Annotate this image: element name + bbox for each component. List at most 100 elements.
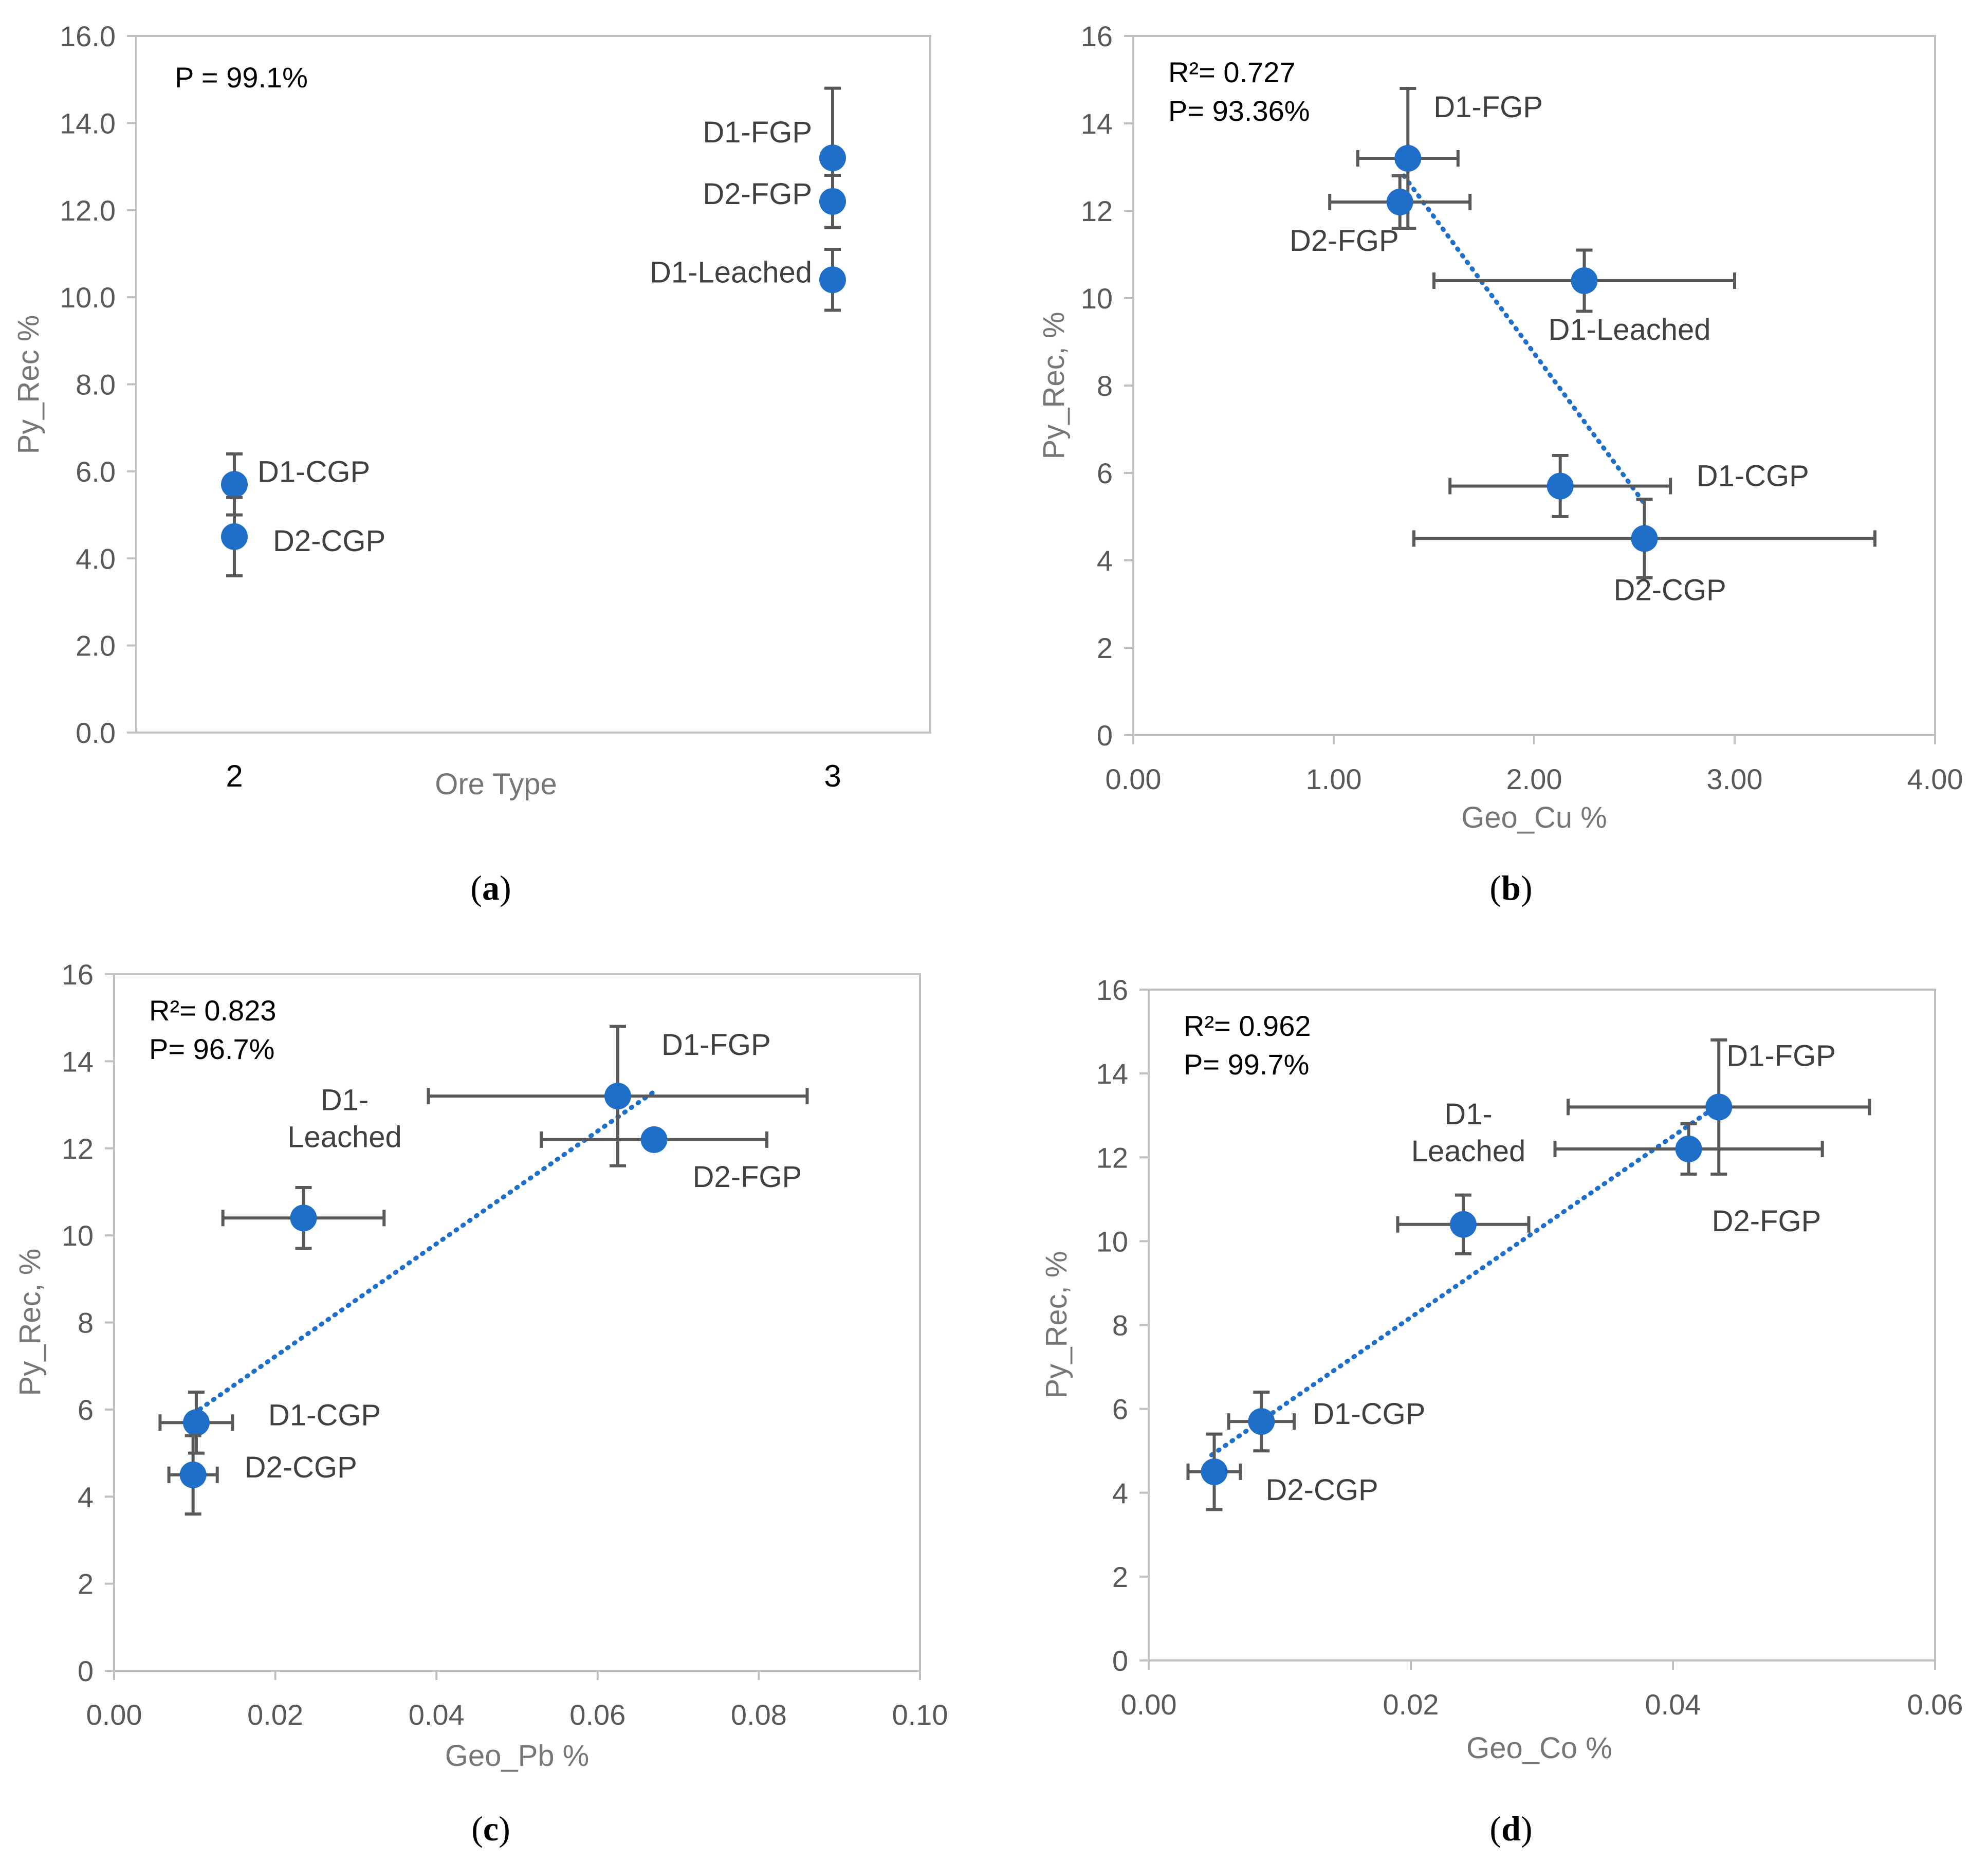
y-tick-label: 6.0: [76, 455, 116, 488]
point-label: D2-CGP: [245, 1451, 357, 1484]
data-point: [1547, 472, 1574, 500]
data-point: [640, 1126, 668, 1153]
data-point: [1450, 1211, 1477, 1238]
point-label: D2-FGP: [1290, 224, 1399, 258]
y-tick-label: 6: [1112, 1393, 1128, 1426]
stat-annotation: R²= 0.823: [149, 994, 277, 1027]
panel-caption-letter: d: [1501, 1809, 1521, 1848]
point-label: D1-CGP: [1313, 1397, 1425, 1431]
x-axis-title: Geo_Pb %: [445, 1739, 590, 1773]
data-point: [1248, 1408, 1275, 1435]
panel-caption: (c): [471, 1809, 510, 1848]
stat-annotation: P = 99.1%: [175, 61, 308, 94]
data-point: [182, 1409, 210, 1436]
stat-annotation: R²= 0.962: [1184, 1010, 1311, 1042]
point-label: D1-CGP: [1697, 460, 1809, 493]
panel-caption-letter: b: [1501, 868, 1521, 907]
y-tick-label: 4: [1097, 544, 1113, 577]
point-label: D2-FGP: [693, 1160, 802, 1194]
data-point: [221, 523, 248, 550]
y-tick-label: 16.0: [60, 20, 116, 52]
y-tick-label: 12: [1081, 195, 1113, 227]
x-tick-label: 4.00: [1907, 763, 1963, 795]
trendline: [191, 1089, 657, 1416]
data-point: [1571, 267, 1598, 294]
y-tick-label: 16: [62, 958, 94, 991]
y-tick-label: 8.0: [76, 369, 116, 401]
point-label: D1- Leached: [1411, 1098, 1526, 1168]
point-label: D1-FGP: [1726, 1039, 1836, 1072]
y-tick-label: 0: [78, 1655, 94, 1687]
panel-caption-letter: a: [482, 868, 500, 907]
panel-caption: (b): [1489, 868, 1532, 907]
data-point: [221, 471, 248, 498]
x-tick-label: 0.02: [1383, 1688, 1439, 1721]
y-tick-label: 12: [1096, 1141, 1128, 1174]
y-tick-label: 10: [1081, 282, 1113, 315]
x-tick-label: 0.10: [892, 1699, 948, 1731]
x-tick-label: 2.00: [1506, 763, 1562, 795]
x-tick-label: 0.08: [731, 1699, 787, 1731]
x-tick-label: 3.00: [1707, 763, 1763, 795]
y-tick-label: 8: [78, 1307, 94, 1339]
y-tick-label: 0: [1112, 1645, 1128, 1677]
panel-caption-letter: c: [483, 1809, 499, 1848]
point-label: D1-FGP: [703, 116, 812, 149]
y-tick-label: 6: [78, 1394, 94, 1426]
y-tick-label: 14.0: [60, 107, 116, 139]
chart-panel-c: 0 2 4 6 8 10 12 14 16 0.00 0.02 0.04 0.06 0.08 0.10 Geo…: [13, 958, 948, 1848]
y-tick-label: 0: [1097, 719, 1113, 752]
point-label: D2-FGP: [1712, 1204, 1821, 1238]
data-point: [1386, 189, 1413, 215]
stat-annotation: R²= 0.727: [1168, 56, 1296, 88]
point-label: D1-Leached: [650, 255, 812, 289]
x-tick-label: 0.00: [1121, 1688, 1177, 1721]
point-label-line: Leached: [1411, 1135, 1526, 1168]
y-tick-label: 8: [1097, 370, 1113, 402]
point-label-line: D1-: [321, 1083, 369, 1117]
x-axis-title: Geo_Co %: [1466, 1731, 1612, 1765]
x-tick-label: 1.00: [1306, 763, 1362, 795]
y-tick-label: 16: [1096, 974, 1128, 1006]
stat-annotation: P= 96.7%: [149, 1033, 274, 1065]
data-point: [1631, 525, 1658, 552]
y-tick-label: 2.0: [76, 630, 116, 662]
data-point: [1201, 1458, 1228, 1485]
x-tick-label: 0.00: [86, 1699, 142, 1731]
point-label: D2-CGP: [1614, 574, 1726, 607]
y-tick-label: 0.0: [76, 717, 116, 749]
data-point: [604, 1083, 631, 1110]
y-tick-label: 4.0: [76, 542, 116, 575]
x-tick-label: 0.00: [1106, 763, 1162, 795]
y-tick-label: 12: [62, 1133, 94, 1165]
y-tick-label: 10: [1096, 1225, 1128, 1257]
stat-annotation: P= 99.7%: [1184, 1048, 1309, 1081]
data-point: [819, 266, 846, 294]
x-category-label: 2: [226, 759, 243, 793]
y-tick-label: 10.0: [60, 281, 116, 314]
point-label: D2-CGP: [1266, 1473, 1378, 1507]
data-point: [179, 1461, 207, 1488]
point-label: D2-FGP: [703, 177, 812, 211]
x-tick-label: 0.04: [1645, 1688, 1701, 1721]
x-tick-label: 0.06: [1907, 1688, 1963, 1721]
chart-panel-d: 0 2 4 6 8 10 12 14 16 0.00 0.02 0.04 0.06 Geo_Co % Py_…: [1040, 974, 1963, 1848]
point-label-line: D1-: [1444, 1098, 1492, 1131]
y-tick-label: 14: [1096, 1057, 1128, 1090]
stat-annotation: P= 93.36%: [1168, 95, 1310, 127]
data-point: [1705, 1093, 1733, 1121]
y-tick-label: 4: [78, 1481, 94, 1513]
y-tick-label: 2: [1097, 632, 1113, 664]
data-point: [1394, 145, 1422, 172]
point-label: D1-Leached: [287, 1083, 402, 1154]
data-point: [819, 144, 846, 172]
x-axis-title: Geo_Cu %: [1461, 801, 1607, 834]
chart-panel-b: 0 2 4 6 8 10 12 14 16 0.00 1.00 2.00 3.00 4.00 Geo_Cu …: [1037, 20, 1963, 907]
point-label: D1-CGP: [257, 455, 370, 488]
y-tick-label: 16: [1081, 20, 1113, 52]
point-label: D2-CGP: [273, 524, 385, 558]
chart-panel-a: 0.0 2.0 4.0 6.0 8.0 10.0 12.0 14.0 16.0 2 3 Ore Typ…: [12, 20, 931, 907]
x-category-label: 3: [824, 759, 841, 793]
trendline: [1402, 173, 1647, 506]
data-point: [819, 188, 846, 215]
